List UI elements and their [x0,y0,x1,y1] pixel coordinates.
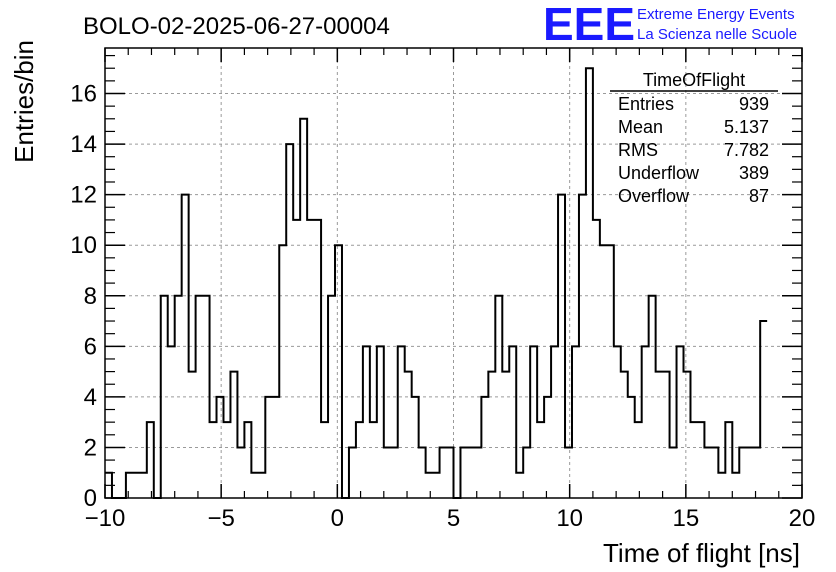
stats-row-value: 87 [749,186,769,206]
x-axis-label: Time of flight [ns] [603,538,800,568]
eee-logo-mark: EEE [543,0,635,50]
x-tick-label: 15 [672,505,699,532]
chart-title: BOLO-02-2025-06-27-00004 [83,13,390,40]
stats-title: TimeOfFlight [643,70,745,90]
axis-tick-labels: −10 −5 0 5 10 15 20 0 2 4 6 8 10 12 14 16 [70,81,815,532]
y-tick-label: 14 [70,131,97,158]
x-tick-label: 0 [331,505,344,532]
stats-row-value: 389 [739,163,769,183]
x-tick-label: 10 [556,505,583,532]
stats-row-label: Overflow [618,186,690,206]
y-tick-label: 16 [70,81,97,108]
stats-row-value: 7.782 [724,140,769,160]
stats-row-value: 5.137 [724,117,769,137]
stats-row-label: Underflow [618,163,700,183]
stats-rows: Entries 939 Mean 5.137 RMS 7.782 Underflow 389 O… [618,94,769,206]
x-tick-label: 20 [789,505,816,532]
y-tick-label: 2 [84,434,97,461]
stats-row-label: Entries [618,94,674,114]
axis-ticks [104,48,803,499]
y-tick-label: 6 [84,333,97,360]
y-tick-label: 8 [84,283,97,310]
histogram-series [105,67,768,499]
stats-row-label: RMS [618,140,658,160]
y-tick-label: 0 [84,485,97,512]
stats-box: TimeOfFlight Entries 939 Mean 5.137 RMS 7.782… [610,70,778,206]
x-tick-label: −10 [85,505,126,532]
stats-row-label: Mean [618,117,663,137]
x-tick-label: −5 [207,505,234,532]
y-tick-label: 10 [70,232,97,259]
stats-row-value: 939 [739,94,769,114]
eee-logo: EEE Extreme Energy Events La Scienza nel… [543,0,797,50]
logo-line-2: La Scienza nelle Scuole [637,26,797,43]
x-tick-label: 5 [447,505,460,532]
y-tick-label: 12 [70,182,97,209]
y-axis-label: Entries/bin [9,40,39,163]
y-tick-label: 4 [84,384,97,411]
logo-line-1: Extreme Energy Events [637,6,795,23]
